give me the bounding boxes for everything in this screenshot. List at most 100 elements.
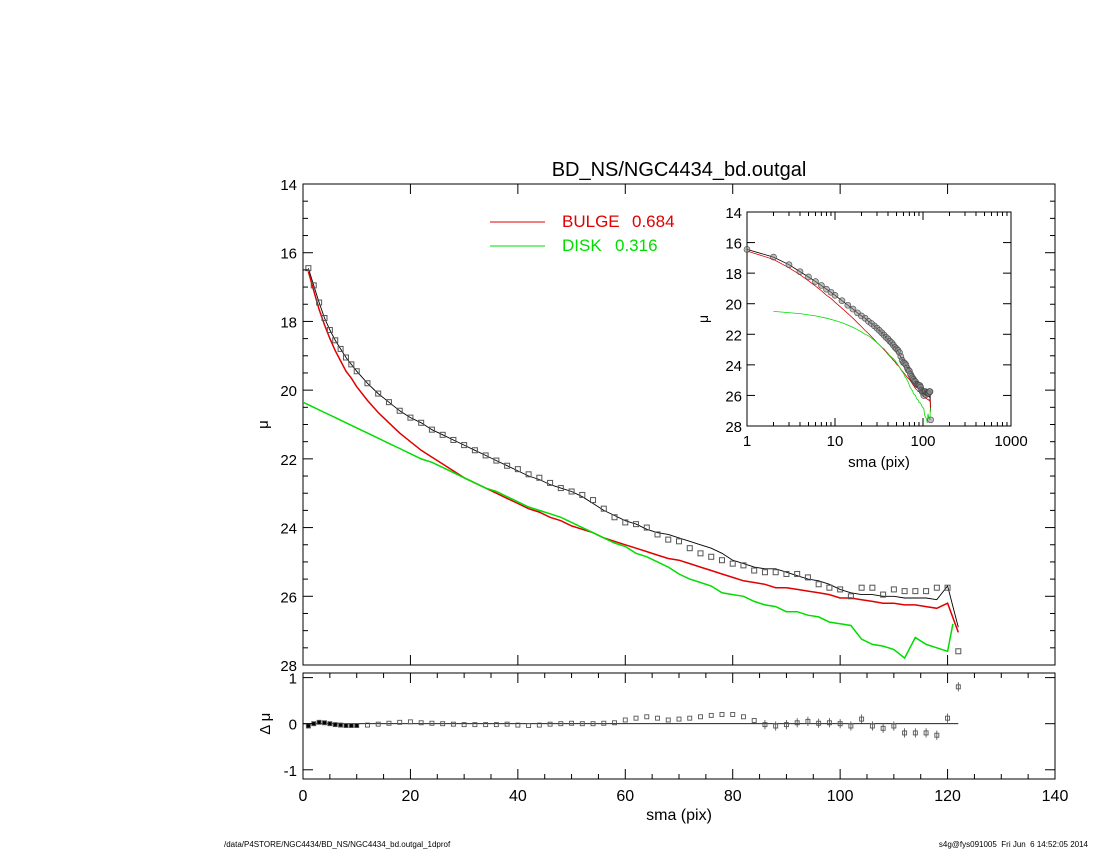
- x-tick-label: 80: [724, 788, 742, 805]
- inset-y-tick-label: 22: [725, 327, 742, 344]
- residual-point: [418, 720, 424, 726]
- residual-point: [655, 715, 660, 721]
- residual-point: [644, 714, 650, 720]
- legend-label-disk: DISK: [562, 236, 602, 255]
- residual-point: [472, 722, 478, 728]
- residual-point: [902, 730, 908, 736]
- res-y-tick-label: 0: [289, 717, 297, 734]
- residual-point: [579, 721, 585, 727]
- residual-point: [719, 712, 725, 717]
- main-series-layer: [303, 265, 962, 660]
- inset-data-point: [812, 278, 819, 285]
- inset-data-point: [838, 297, 846, 304]
- residual-y-axis-label: Δ μ: [257, 713, 274, 735]
- residual-series-layer: [303, 682, 961, 740]
- data-point: [847, 593, 854, 600]
- data-point: [310, 282, 317, 289]
- residual-point: [945, 715, 951, 721]
- residual-point: [826, 720, 832, 726]
- x-axis-label: sma (pix): [646, 807, 712, 824]
- residual-point: [590, 721, 596, 727]
- data-point: [708, 553, 715, 560]
- residual-point: [305, 723, 311, 729]
- main-y-tick-label: 24: [280, 521, 297, 538]
- inset-data-point: [770, 253, 777, 261]
- data-point: [815, 581, 822, 588]
- data-point: [568, 488, 575, 495]
- residual-point: [450, 721, 456, 727]
- main-y-tick-label: 22: [280, 452, 297, 469]
- inset-x-tick-label: 1: [743, 433, 751, 450]
- inset-data-point: [823, 285, 830, 293]
- data-point: [654, 531, 661, 538]
- inset-data-point: [831, 292, 839, 299]
- data-point: [858, 584, 865, 591]
- data-point: [944, 584, 951, 591]
- inset-y-tick-label: 14: [725, 205, 742, 222]
- data-point: [557, 485, 564, 492]
- inset-y-tick-label: 20: [725, 297, 742, 314]
- data-point: [955, 648, 962, 655]
- inset-line-disk: [773, 311, 931, 423]
- data-point: [665, 536, 672, 543]
- data-point: [622, 519, 629, 526]
- data-point: [772, 569, 779, 576]
- data-point: [353, 368, 360, 375]
- residual-point: [805, 718, 811, 724]
- res-y-tick-label: 1: [289, 671, 297, 688]
- residual-point: [407, 719, 413, 725]
- residual-point: [891, 723, 897, 729]
- data-point: [633, 521, 640, 528]
- x-tick-label: 140: [1042, 788, 1069, 805]
- data-point: [783, 570, 790, 577]
- residual-point: [397, 719, 403, 725]
- residual-point: [365, 722, 370, 728]
- data-point: [471, 447, 478, 454]
- residual-point: [493, 722, 499, 728]
- main-axes-layer: 14 16 18 20 22 24 26 28: [280, 177, 1056, 675]
- data-point: [890, 586, 897, 593]
- legend: BULGE 0.684 DISK 0.316: [490, 212, 675, 255]
- inset-panel: 1 10 100 1000 14 16 18 20 22 24 26 28 sma (pix) μ: [695, 205, 1028, 471]
- residual-point: [343, 723, 349, 728]
- inset-axes-layer: 1 10 100 1000 14 16 18 20 22 24 26 28: [725, 205, 1027, 450]
- residual-point: [837, 721, 843, 727]
- data-point: [901, 588, 908, 595]
- residual-point: [348, 723, 354, 728]
- residual-point: [515, 722, 521, 728]
- residual-point: [794, 720, 800, 726]
- data-point: [697, 550, 704, 557]
- footer-file-path: /data/P4STORE/NGC4434/BD_NS/NGC4434_bd.o…: [224, 840, 451, 849]
- data-point: [837, 586, 844, 593]
- residual-point: [526, 723, 532, 728]
- residual-point: [730, 712, 736, 717]
- residual-plot-frame: [302, 672, 1056, 780]
- data-point: [305, 265, 312, 272]
- inset-data-point: [844, 301, 852, 309]
- data-point: [337, 345, 344, 352]
- residual-point: [327, 721, 333, 727]
- data-point: [504, 462, 511, 469]
- residual-point: [633, 715, 639, 721]
- data-point: [439, 431, 446, 438]
- data-point: [933, 584, 940, 591]
- residual-point: [687, 715, 693, 721]
- data-point: [332, 337, 339, 344]
- data-point: [611, 514, 618, 521]
- residual-point: [762, 722, 768, 728]
- residual-point: [558, 721, 564, 727]
- inset-data-point: [926, 388, 934, 395]
- inset-data-point: [805, 273, 812, 281]
- series-line-bulge: [307, 271, 960, 633]
- data-point: [880, 591, 887, 598]
- data-point: [536, 474, 543, 481]
- residual-point: [859, 716, 865, 722]
- data-point: [525, 471, 532, 478]
- data-point: [718, 557, 725, 564]
- chart-title: BD_NS/NGC4434_bd.outgal: [552, 159, 807, 181]
- legend-value-bulge: 0.684: [632, 212, 675, 231]
- residual-point: [569, 720, 575, 726]
- data-point: [579, 491, 586, 498]
- residual-point: [483, 722, 489, 728]
- inset-x-tick-label: 100: [910, 433, 935, 450]
